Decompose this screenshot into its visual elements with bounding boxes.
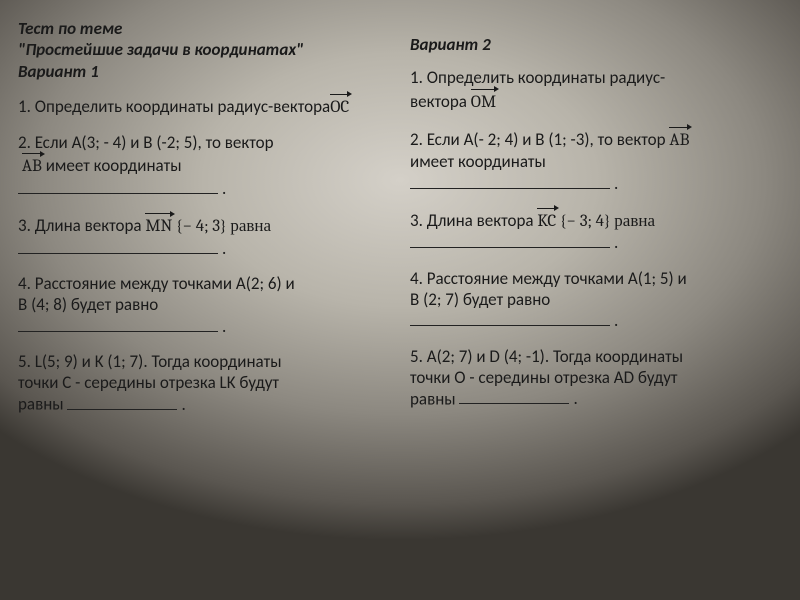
v1-q1: 1. Определить координаты радиус-вектораO… [18, 94, 390, 118]
vector-ab-1: AB [22, 153, 42, 177]
v2-q4-blank [410, 310, 610, 326]
v1-q4: 4. Расстояние между точками A(2; 6) и B … [18, 273, 390, 337]
v2-q4-l2: B (2; 7) будет равно [410, 289, 782, 310]
v2-q5-l1: 5. A(2; 7) и D (4; -1). Тогда координаты [410, 346, 782, 367]
test-title-line1: Тест по теме [18, 18, 390, 39]
v2-q2-blank [410, 172, 610, 188]
column-variant-2: Вариант 2 1. Определить координаты радиу… [400, 0, 800, 600]
vector-ab-2: AB [669, 127, 689, 151]
v1-q5-l2: точки C - середины отрезка LK будут [18, 372, 390, 393]
v2-q5-l3: равны [410, 388, 459, 409]
vector-oc: OC [330, 94, 349, 118]
v1-q5-l1: 5. L(5; 9) и K (1; 7). Тогда координаты [18, 351, 390, 372]
v1-q5: 5. L(5; 9) и K (1; 7). Тогда координаты … [18, 351, 390, 415]
v1-q3-set: {− 4; 3} равна [172, 217, 271, 236]
vector-oc-label: OC [330, 98, 349, 117]
variant-1-label: Вариант 1 [18, 61, 390, 82]
test-title-line2: "Простейшие задачи в координатах" [18, 39, 390, 60]
v2-q4-l1: 4. Расстояние между точками A(1; 5) и [410, 268, 782, 289]
v1-q4-l1: 4. Расстояние между точками A(2; 6) и [18, 273, 390, 294]
vector-mn-label: MN [145, 217, 172, 236]
v1-q3-blank [18, 237, 218, 253]
vector-ab-1-label: AB [22, 157, 42, 176]
v2-q2-l2: имеет координаты [410, 151, 782, 172]
v1-q2-blank [18, 178, 218, 194]
v1-q2-post: имеет координаты [42, 155, 182, 176]
v2-q3-set: {− 3; 4} равна [556, 212, 655, 231]
v2-q5-l2: точки O - середины отрезка AD будут [410, 367, 782, 388]
vector-ab-2-label: AB [669, 131, 689, 150]
v1-q5-blank [67, 393, 177, 409]
v1-q4-blank [18, 315, 218, 331]
v2-q1: 1. Определить координаты радиус- вектора… [410, 67, 782, 113]
variant-2-label: Вариант 2 [410, 34, 782, 55]
v2-q5-blank [459, 388, 569, 404]
vector-kc-label: KC [537, 212, 556, 231]
v2-q3-blank [410, 232, 610, 248]
v1-q3-pre: 3. Длина вектора [18, 215, 145, 236]
v1-q1-text: 1. Определить координаты радиус-вектора [18, 96, 330, 117]
v2-q2: 2. Если A(- 2; 4) и B (1; -3), то вектор… [410, 127, 782, 194]
v2-q1-l1: 1. Определить координаты радиус- [410, 67, 782, 88]
v1-q5-l3: равны [18, 394, 67, 415]
v2-q3: 3. Длина вектора KC {− 3; 4} равна . [410, 208, 782, 254]
vector-kc: KC [537, 208, 556, 232]
v2-q5: 5. A(2; 7) и D (4; -1). Тогда координаты… [410, 346, 782, 410]
v1-q2: 2. Если A(3; - 4) и B (-2; 5), то вектор… [18, 132, 390, 199]
column-variant-1: Тест по теме "Простейшие задачи в коорди… [0, 0, 400, 600]
v2-q4: 4. Расстояние между точками A(1; 5) и B … [410, 268, 782, 332]
v2-q1-l2-pre: вектора [410, 91, 471, 112]
vector-mn: MN [145, 213, 172, 237]
v1-q3: 3. Длина вектора MN {− 4; 3} равна . [18, 213, 390, 259]
vector-om: OM [471, 89, 496, 113]
v1-q2-pre: 2. Если A(3; - 4) и B (-2; 5), то вектор [18, 132, 274, 153]
v2-q2-pre: 2. Если A(- 2; 4) и B (1; -3), то вектор [410, 129, 669, 150]
v2-q3-pre: 3. Длина вектора [410, 210, 537, 231]
v1-q4-l2: B (4; 8) будет равно [18, 294, 390, 315]
vector-om-label: OM [471, 93, 496, 112]
